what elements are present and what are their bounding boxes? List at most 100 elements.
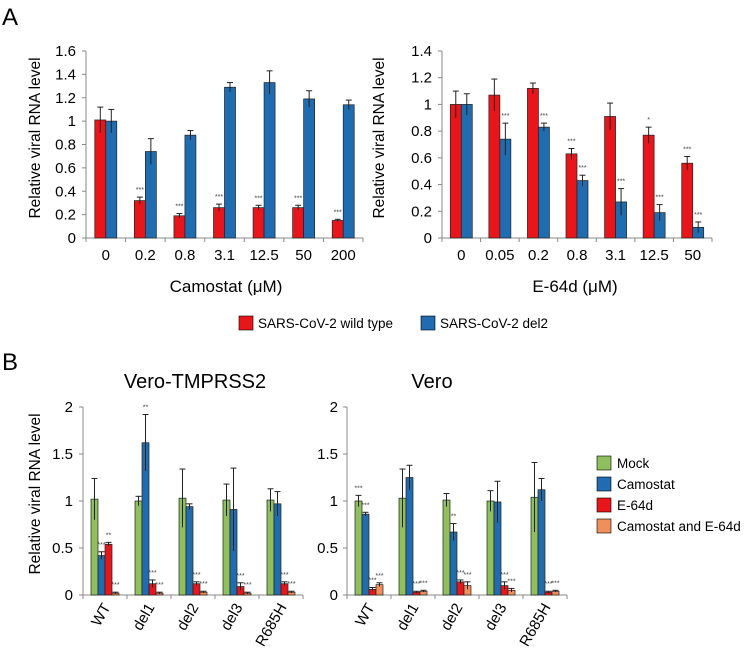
bar-mock-del1 [134,500,143,596]
x-tick-label-wt: WT [88,601,114,630]
significance-mark: *** [412,581,420,588]
bar-camostat-wt [97,555,106,596]
x-tick-label-12-5: 12.5 [249,247,278,264]
significance-mark: *** [463,572,471,579]
chart-camostat: 0 0.2 0.4 0.6 0.8 1 1.2 1.4 1.6 0 0.2 *** 0.8 *** 3.1 *… [55,43,364,264]
chart-title-vero: Vero [411,371,452,393]
y-tick-label: 0 [65,587,73,604]
bar-mock-del2 [442,499,451,596]
y-tick-label: 1.5 [52,446,73,463]
y-tick-label: 0.5 [317,540,338,557]
x-tick-label-3-1: 3.1 [214,247,235,264]
legend-label-camostat: Camostat [617,477,675,492]
x-tick-label-50: 50 [295,247,312,264]
significance-mark: *** [500,572,508,579]
y-tick-label: 1 [65,493,73,510]
significance-mark: *** [287,581,295,588]
legend-label-wild-type: SARS-CoV-2 wild type [258,316,393,331]
significance-mark: *** [617,179,625,186]
chart-title-vero-tmprss2: Vero-TMPRSS2 [124,371,266,393]
significance-mark: *** [544,581,552,588]
significance-mark: *** [507,578,515,585]
significance-mark: *** [361,502,369,509]
y-tick-label: 0 [330,587,338,604]
y-tick-label: 1.2 [55,90,76,107]
y-tick-label: 0.8 [411,123,432,140]
significance-mark: *** [551,580,559,587]
x-tick-label-3-1: 3.1 [605,247,626,264]
significance-mark: *** [334,209,342,216]
significance-mark: *** [294,195,302,202]
x-tick-label-0-8: 0.8 [174,247,195,264]
bar-e-64d-del2 [456,581,465,596]
x-tick-label-50: 50 [684,247,701,264]
significance-mark: *** [148,570,156,577]
y-tick-label: 1.5 [317,446,338,463]
legend-swatch-camostat [596,476,612,492]
chart-vero: Vero 00.511.52WT************del1******de… [317,371,568,650]
x-axis-title-e64d: E-64d (μM) [532,277,617,296]
legend-label-del2: SARS-CoV-2 del2 [440,316,548,331]
significance-mark: ** [451,514,457,521]
significance-mark: ** [106,532,112,539]
bar-sars-cov-2-del2-0-8 [576,180,589,239]
bar-sars-cov-2-wild-type-12-5 [252,207,265,239]
y-tick-label: 1 [330,493,338,510]
x-tick-label-200: 200 [331,247,356,264]
y-tick-label: 0.2 [55,207,76,224]
bar-camostat-del2 [185,506,194,596]
legend-swatch-mock [596,455,612,471]
bar-sars-cov-2-del2-3-1 [224,86,236,239]
y-tick-label: 0.6 [55,160,76,177]
x-axis-title-camostat: Camostat (μM) [170,277,283,296]
chart-vero-tmprss2: Vero-TMPRSS2 00.511.52WT********del1****… [52,371,304,650]
legend-label-mock: Mock [617,456,650,471]
significance-mark: *** [254,195,262,202]
bar-mock-r685h [266,499,275,596]
x-tick-label-r685h: R685H [252,601,290,650]
significance-mark: *** [567,139,575,146]
x-tick-label-0-2: 0.2 [528,247,549,264]
y-tick-label: 1.4 [55,66,76,83]
significance-mark: *** [419,580,427,587]
significance-mark: * [647,117,650,124]
bar-sars-cov-2-wild-type-200 [331,220,344,239]
x-tick-label-r685h: R685H [516,601,554,650]
bar-sars-cov-2-wild-type-3-1 [604,116,616,239]
bar-sars-cov-2-wild-type-0-8 [173,215,186,239]
y-axis-title-camostat: Relative viral RNA level [27,57,44,218]
y-tick-label: 1 [68,113,76,130]
bar-sars-cov-2-wild-type-50 [292,207,304,239]
x-tick-label-0-05: 0.05 [485,247,514,264]
bar-sars-cov-2-del2-200 [342,104,355,239]
bar-camostat-r685h [537,489,546,596]
significance-mark: *** [368,577,376,584]
bar-sars-cov-2-del2-0 [105,120,118,239]
y-tick-label: 0 [424,230,432,247]
x-tick-label-0-2: 0.2 [135,247,156,264]
bar-sars-cov-2-del2-0-2 [538,126,550,239]
significance-mark: *** [656,195,664,202]
significance-mark: *** [215,194,223,201]
legend-swatch-e64d [596,497,612,513]
bar-sars-cov-2-wild-type-0-8 [565,153,578,239]
x-tick-label-del2: del2 [174,601,203,634]
y-tick-label: 0.6 [411,150,432,167]
significance-mark: *** [175,203,183,210]
significance-mark: *** [578,165,586,172]
significance-mark: *** [280,572,288,579]
y-tick-label: 1 [424,96,432,113]
significance-mark: *** [97,542,105,549]
chart-e64d: 00.20.40.60.811.21.40 0.05***0.2***0.8***… [411,43,713,264]
y-axis-title-e64d: Relative viral RNA level [371,57,388,218]
bar-sars-cov-2-wild-type-0-2 [134,200,146,239]
significance-mark: *** [111,582,119,589]
significance-mark: ** [143,405,149,412]
panel-label-a: A [2,4,18,31]
y-tick-label: 1.4 [411,43,432,60]
bar-sars-cov-2-wild-type-0 [449,104,462,239]
y-tick-label: 0.5 [52,540,73,557]
x-tick-label-del3: del3 [218,601,247,634]
y-tick-label: 0.4 [55,183,76,200]
